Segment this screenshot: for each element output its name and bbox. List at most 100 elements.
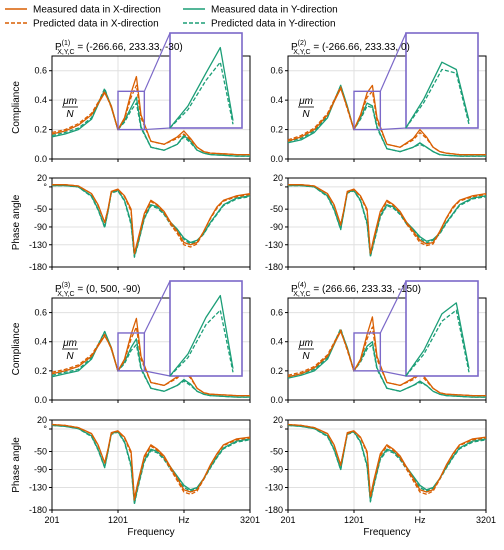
- y-axis-label: Phase angle: [11, 194, 22, 250]
- series-predicted-x: [288, 185, 486, 254]
- panel-3: 0.0 0.2 0.4 0.6 Compliance μm N P(3) X,Y,C = (0,…: [11, 281, 260, 538]
- panel-4: 0.0 0.2 0.4 0.6 μm N P(4) X,Y,C = (266.66, 233.…: [265, 281, 496, 538]
- series-predicted-x: [52, 185, 250, 254]
- legend-label: Measured data in X-direction: [33, 5, 161, 16]
- x-tick-label: 201: [44, 515, 59, 525]
- series-measured-x: [52, 185, 250, 254]
- series-predicted-x: [288, 425, 486, 498]
- y-tick-label: -90: [34, 222, 47, 232]
- x-axis-label: Frequency: [127, 527, 174, 538]
- panel-1: 0.0 0.2 0.4 0.6 Compliance μm N P(1) X,Y,C = (-2…: [11, 33, 250, 272]
- series-predicted-x: [52, 425, 250, 501]
- y-tick-label: 0.2: [34, 125, 47, 135]
- y-axis-label: Compliance: [11, 322, 22, 375]
- unit-numerator: μm: [62, 96, 77, 107]
- compliance-plot: 0.0 0.2 0.4 0.6 Compliance μm N: [11, 281, 250, 405]
- unit-numerator: μm: [298, 96, 313, 107]
- legend-label: Predicted data in Y-direction: [211, 19, 336, 30]
- y-tick-label: 0.4: [270, 95, 283, 105]
- series-measured-y: [52, 425, 250, 503]
- y-tick-label: -50: [270, 204, 283, 214]
- y-tick-label: -180: [265, 505, 283, 515]
- y-tick-label: -130: [29, 483, 47, 493]
- y-tick-label: 0.0: [34, 154, 47, 164]
- legend-label: Measured data in Y-direction: [211, 5, 338, 16]
- unit-denominator: N: [66, 109, 74, 120]
- y-tick-label: 0.6: [34, 66, 47, 76]
- axes-frame: [52, 420, 250, 510]
- series-predicted-y: [52, 425, 250, 504]
- phase-plot: 20°-50-90-130-180: [265, 173, 486, 272]
- y-tick-label: -130: [265, 240, 283, 250]
- series-measured-y: [288, 186, 486, 256]
- x-tick-label: 201: [280, 515, 295, 525]
- unit-denominator: N: [302, 109, 310, 120]
- zoom-inset: [406, 33, 478, 128]
- unit-denominator: N: [66, 351, 74, 362]
- x-tick-label: Hz: [179, 515, 190, 525]
- series-predicted-y: [288, 186, 486, 257]
- y-tick-label: °: [43, 424, 47, 434]
- series-measured-x: [288, 425, 486, 497]
- y-tick-label: -130: [265, 483, 283, 493]
- series-measured-y: [52, 186, 250, 256]
- y-tick-label: -90: [34, 465, 47, 475]
- x-tick-label: 1201: [344, 515, 364, 525]
- y-tick-label: -180: [265, 262, 283, 272]
- y-tick-label: -180: [29, 262, 47, 272]
- compliance-plot: 0.00.20.40.6μmN: [270, 281, 486, 405]
- zoom-connector: [144, 281, 170, 333]
- y-tick-label: -90: [270, 465, 283, 475]
- y-tick-label: 0.0: [270, 395, 283, 405]
- y-tick-label: 0.6: [270, 66, 283, 76]
- axes-frame: [52, 178, 250, 267]
- y-tick-label: 0.0: [270, 154, 283, 164]
- x-tick-label: Hz: [415, 515, 426, 525]
- y-tick-label: -50: [34, 447, 47, 457]
- y-tick-label: °: [43, 182, 47, 192]
- zoom-inset: [406, 281, 478, 376]
- series-measured-x: [288, 185, 486, 254]
- phase-plot: 20° -50 -90 -130 -180 Phase angle: [11, 173, 250, 272]
- axes-frame: [288, 420, 486, 510]
- y-tick-label: 0.6: [34, 308, 47, 318]
- y-tick-label: -50: [270, 447, 283, 457]
- y-tick-label: 0.4: [34, 337, 47, 347]
- y-tick-label: 0.2: [34, 366, 47, 376]
- y-tick-label: -50: [34, 204, 47, 214]
- legend-label: Predicted data in X-direction: [33, 19, 159, 30]
- x-tick-label: 3201: [240, 515, 260, 525]
- y-tick-label: -90: [270, 222, 283, 232]
- unit-denominator: N: [302, 351, 310, 362]
- axes-frame: [288, 178, 486, 267]
- x-tick-label: 1201: [108, 515, 128, 525]
- y-tick-label: 0.0: [34, 395, 47, 405]
- x-axis-label: Frequency: [363, 527, 410, 538]
- panel-label: P(1) X,Y,C = (-266.66, 233.33, -30): [55, 40, 183, 56]
- y-tick-label: -130: [29, 240, 47, 250]
- y-tick-label: 0.4: [270, 337, 283, 347]
- panel-2: 0.0 0.2 0.4 0.6 μm N P(2) X,Y,C = (-266.66, 233…: [265, 33, 486, 272]
- zoom-inset: [170, 281, 242, 376]
- series-measured-y: [288, 425, 486, 501]
- x-tick-label: 3201: [476, 515, 496, 525]
- y-tick-label: -180: [29, 505, 47, 515]
- y-tick-label: 0.2: [270, 125, 283, 135]
- unit-numerator: μm: [62, 338, 77, 349]
- y-tick-label: 0.6: [270, 308, 283, 318]
- y-axis-label: Compliance: [11, 81, 22, 134]
- y-tick-label: °: [279, 182, 283, 192]
- legend: Measured data in X-direction Predicted da…: [5, 5, 338, 30]
- series-predicted-y: [288, 425, 486, 502]
- panel-label: P(3) X,Y,C = (0, 500, -90): [55, 282, 141, 298]
- unit-numerator: μm: [298, 338, 313, 349]
- panel-label: P(4) X,Y,C = (266.66, 233.33, -150): [291, 282, 421, 298]
- y-tick-label: 0.4: [34, 95, 47, 105]
- panel-label: P(2) X,Y,C = (-266.66, 233.33, 0): [291, 40, 410, 56]
- y-tick-label: °: [279, 424, 283, 434]
- series-predicted-y: [52, 186, 250, 258]
- y-axis-label: Phase angle: [11, 437, 22, 493]
